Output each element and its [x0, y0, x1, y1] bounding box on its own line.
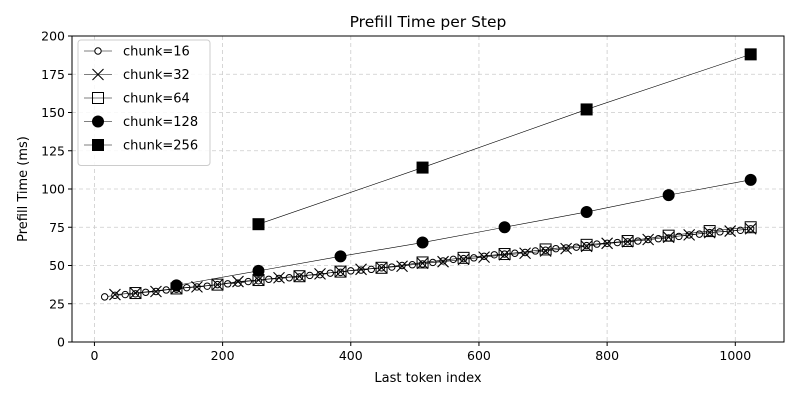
x-axis-title: Last token index — [374, 371, 482, 386]
legend-entry: chunk=128 — [84, 115, 198, 130]
series-line — [176, 179, 751, 286]
data-point — [580, 205, 593, 218]
data-point — [191, 281, 203, 293]
data-point — [601, 237, 614, 250]
data-point — [437, 255, 449, 268]
x-tick-label: 400 — [339, 348, 363, 363]
data-point — [129, 287, 142, 300]
x-tick-label: 0 — [90, 348, 98, 363]
data-point — [252, 218, 265, 231]
legend-entry: chunk=16 — [84, 45, 190, 60]
legend-marker — [92, 115, 104, 128]
legend-label: chunk=16 — [123, 45, 190, 60]
legend-marker — [92, 68, 104, 81]
data-point — [232, 275, 244, 288]
data-point — [416, 161, 429, 174]
data-point — [285, 274, 293, 282]
chart-title: Prefill Time per Step — [350, 13, 507, 31]
data-point — [519, 247, 531, 260]
data-point — [375, 261, 388, 274]
data-point — [683, 229, 696, 241]
data-point — [273, 271, 285, 284]
legend-box — [77, 39, 211, 166]
data-point — [100, 293, 109, 301]
legend-marker — [92, 92, 104, 104]
legend-entry: chunk=256 — [84, 139, 198, 154]
data-point — [744, 48, 757, 61]
data-point — [252, 264, 265, 277]
y-tick-label: 100 — [41, 182, 65, 197]
data-point — [621, 235, 634, 248]
data-point — [498, 221, 511, 234]
data-point — [121, 290, 129, 299]
data-point — [642, 233, 655, 246]
y-tick-label: 75 — [49, 220, 65, 235]
ticks: 0 200 400 600 800 1000 0 25 50 75 100 125 150 175 200 — [41, 29, 751, 364]
data-point — [580, 238, 593, 251]
x-tick-label: 1000 — [719, 348, 751, 363]
data-point — [150, 285, 162, 298]
data-point — [539, 243, 552, 256]
data-point — [621, 235, 634, 248]
y-tick-label: 150 — [41, 105, 65, 120]
data-point — [478, 251, 490, 263]
y-tick-label: 125 — [41, 143, 65, 158]
legend-label: chunk=128 — [123, 115, 198, 130]
data-point — [170, 279, 183, 292]
legend-entry: chunk=64 — [84, 92, 190, 107]
data-point — [498, 248, 511, 261]
series-line — [135, 226, 751, 294]
series-chunk=256 — [252, 48, 757, 231]
legend-marker — [94, 47, 102, 55]
data-point — [396, 260, 408, 273]
y-tick-label: 50 — [49, 258, 65, 273]
legend: chunk=16 chunk=32 chunk=64 chunk=128 chunk=2… — [77, 39, 211, 166]
y-tick-label: 25 — [49, 296, 65, 311]
data-point — [355, 263, 367, 276]
y-tick-label: 200 — [41, 29, 65, 44]
data-point — [109, 288, 121, 301]
series-chunk=128 — [170, 173, 757, 292]
series-layer — [100, 48, 757, 301]
y-tick-label: 175 — [41, 67, 65, 82]
x-tick-label: 800 — [595, 348, 619, 363]
data-point — [724, 225, 737, 237]
series-chunk=64 — [129, 221, 757, 300]
data-point — [498, 248, 511, 261]
legend-label: chunk=256 — [123, 139, 198, 154]
data-point — [744, 221, 757, 234]
data-point — [457, 251, 470, 264]
legend-label: chunk=64 — [123, 92, 190, 107]
data-point — [662, 189, 675, 202]
legend-label: chunk=32 — [123, 68, 190, 83]
data-point — [129, 287, 142, 299]
y-axis-title: Prefill Time (ms) — [16, 136, 31, 242]
data-point — [703, 225, 716, 238]
data-point — [367, 265, 375, 274]
x-tick-label: 200 — [211, 348, 235, 363]
data-point — [416, 257, 429, 270]
y-tick-label: 0 — [57, 335, 65, 350]
data-point — [211, 278, 224, 291]
data-point — [334, 250, 347, 263]
data-point — [580, 103, 593, 116]
series-line — [258, 54, 751, 225]
data-point — [334, 265, 347, 278]
data-point — [744, 173, 757, 186]
x-tick-label: 600 — [467, 348, 491, 363]
data-point — [416, 256, 429, 269]
legend-marker — [92, 139, 104, 151]
data-point — [662, 229, 675, 242]
legend-entry: chunk=32 — [84, 68, 190, 83]
data-point — [293, 270, 306, 283]
data-point — [560, 242, 572, 255]
data-point — [416, 236, 429, 249]
